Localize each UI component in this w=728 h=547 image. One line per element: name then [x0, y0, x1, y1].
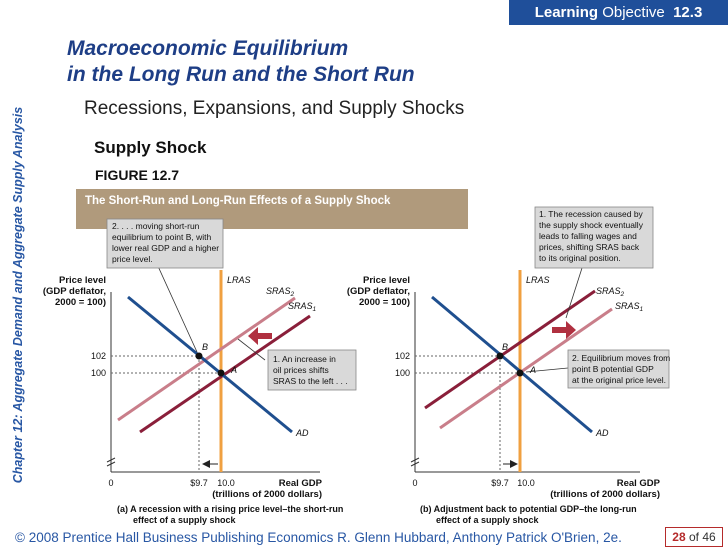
panel-b-callout-top-line: to its original position. [539, 253, 621, 263]
panel-b-callout-top-line: 1. The recession caused by [539, 209, 644, 219]
panel-b-callout-mid-leader [525, 367, 569, 373]
panel-a-ylabel: Price level [59, 275, 106, 286]
badge-number: 12.3 [673, 4, 703, 21]
panel-a-caption: effect of a supply shock [133, 515, 237, 525]
panel-b-ad-line [431, 295, 593, 434]
panel-b-callout-mid-line: 2. Equilibrium moves from [572, 353, 670, 363]
panel-b-sras1-label: SRAS1 [615, 301, 644, 313]
panel-b-y102: 102 [395, 351, 410, 361]
panel-a-sras1-label: SRAS1 [288, 301, 317, 313]
page-indicator: 28 of 46 [665, 527, 723, 547]
slide-subtitle: Recessions, Expansions, and Supply Shock… [84, 98, 465, 119]
panel-a-callout-top-line: equilibrium to point B, with [112, 232, 211, 242]
panel-a-xlabel: Real GDP [279, 478, 323, 489]
panel-b-callout-mid-line: at the original price level. [572, 375, 666, 385]
panel-b-callout-top-line: leads to falling wages and [539, 231, 637, 241]
panel-b-x0: 0 [412, 478, 417, 488]
panel-b-sras2-label: SRAS2 [596, 286, 625, 298]
panel-a-x0: 0 [108, 478, 113, 488]
panel-a-sras2-line [117, 296, 296, 422]
panel-a-callout-mid-line: SRAS to the left . . . [273, 376, 348, 386]
panel-a-x100: 10.0 [217, 478, 235, 488]
panel-a-sras1-text: SRAS [288, 301, 313, 311]
panel-b: 1. The recession caused by the supply sh… [347, 206, 670, 525]
panel-b-point-b [496, 352, 504, 360]
panel-a-callout-top-box [106, 218, 224, 269]
panel-b-xlabel: Real GDP [617, 478, 661, 489]
panel-a-sras2-sub: 2 [290, 291, 295, 298]
panel-a-callout-mid-line: 1. An increase in [273, 354, 336, 364]
figure-caption: The Short-Run and Long-Run Effects of a … [85, 195, 391, 207]
panel-b-ylabel: (GDP deflator, [347, 286, 410, 297]
panel-a-ad-line [127, 295, 293, 434]
panel-a-callout-top-leader [151, 252, 198, 353]
panel-a-sras2-text: SRAS [266, 286, 291, 296]
title-line-2: in the Long Run and the Short Run [67, 63, 415, 86]
panel-a-y100: 100 [91, 368, 106, 378]
panel-b-caption: effect of a supply shock [436, 515, 540, 525]
panel-a-point-a-label: A [230, 365, 237, 375]
panel-b-xlabel: (trillions of 2000 dollars) [550, 489, 660, 500]
learning-objective-badge: Learning Objective 12.3 [509, 0, 728, 25]
panel-b-shift-arrow [552, 321, 576, 339]
panel-b-ylabel: Price level [363, 275, 410, 286]
panel-b-sras1-sub: 1 [640, 306, 644, 313]
panel-a-lras-label: LRAS [227, 275, 251, 285]
panel-b-ad-label: AD [595, 428, 609, 438]
panel-b-callout-top-leader [565, 267, 583, 319]
page-current: 28 [672, 530, 686, 544]
panel-b-x97: $9.7 [491, 478, 509, 488]
panel-b-point-a [516, 369, 524, 377]
panel-a-y102: 102 [91, 351, 106, 361]
panel-a-ylabel: (GDP deflator, [43, 286, 106, 297]
panel-a-caption: (a) A recession with a rising price leve… [117, 504, 343, 514]
panel-a-shift-arrow [248, 327, 272, 345]
panel-a-sras1-sub: 1 [313, 306, 317, 313]
badge-text: Objective [602, 4, 665, 21]
title-line-1: Macroeconomic Equilibrium [67, 37, 349, 60]
panel-b-point-b-label: B [502, 342, 508, 352]
panel-a-callout-mid-line: oil prices shifts [273, 365, 329, 375]
panel-b-lras-label: LRAS [526, 275, 550, 285]
slide-title: Macroeconomic Equilibrium in the Long Ru… [67, 36, 415, 88]
panel-b-sras1-text: SRAS [615, 301, 640, 311]
panel-a-callout-top-line: lower real GDP and a higher [112, 243, 219, 253]
panel-a-axis-break [106, 457, 116, 467]
panel-a-callout-top-line: price level. [112, 254, 153, 264]
panel-b-sras2-text: SRAS [596, 286, 621, 296]
panel-b-x100: 10.0 [517, 478, 535, 488]
panel-b-callout-mid-box [567, 349, 670, 389]
section-heading: Supply Shock [94, 138, 207, 157]
panel-b-y100: 100 [395, 368, 410, 378]
page-total: of 46 [689, 530, 716, 544]
badge-bold: Learning [534, 4, 599, 21]
panel-a: 2. . . . moving short-run equilibrium to… [43, 218, 357, 525]
panel-a-ad-label: AD [295, 428, 309, 438]
panel-b-axis-break [410, 457, 420, 467]
panel-b-callout-top-line: the supply shock eventually [539, 220, 644, 230]
panel-b-callout-mid-line: point B potential GDP [572, 364, 654, 374]
panel-b-sras2-sub: 2 [620, 291, 625, 298]
panel-a-ylabel: 2000 = 100) [55, 297, 106, 308]
panel-b-sras1-line [439, 307, 613, 430]
panel-a-callout-top-line: 2. . . . moving short-run [112, 221, 200, 231]
panel-b-caption: (b) Adjustment back to potential GDP–the… [420, 504, 637, 514]
panel-a-sras2-label: SRAS2 [266, 286, 295, 298]
figure-label: FIGURE 12.7 [95, 167, 180, 183]
panel-a-x97: $9.7 [190, 478, 208, 488]
panel-a-point-a [217, 369, 225, 377]
panel-b-callout-top-line: prices, shifting SRAS back [539, 242, 640, 252]
panel-a-xlabel: (trillions of 2000 dollars) [212, 489, 322, 500]
panel-b-callout-top-box [534, 206, 654, 269]
panel-a-point-b [195, 352, 203, 360]
panel-b-sras2-line [424, 289, 596, 410]
panel-b-point-a-label: A [529, 365, 536, 375]
panel-b-ylabel: 2000 = 100) [359, 297, 410, 308]
panel-a-callout-mid-leader [237, 338, 266, 361]
panel-a-sras1-line [139, 314, 311, 434]
panel-a-callout-mid-box [267, 349, 357, 391]
footer-copyright: © 2008 Prentice Hall Business Publishing… [15, 530, 622, 545]
panel-a-point-b-label: B [202, 342, 208, 352]
